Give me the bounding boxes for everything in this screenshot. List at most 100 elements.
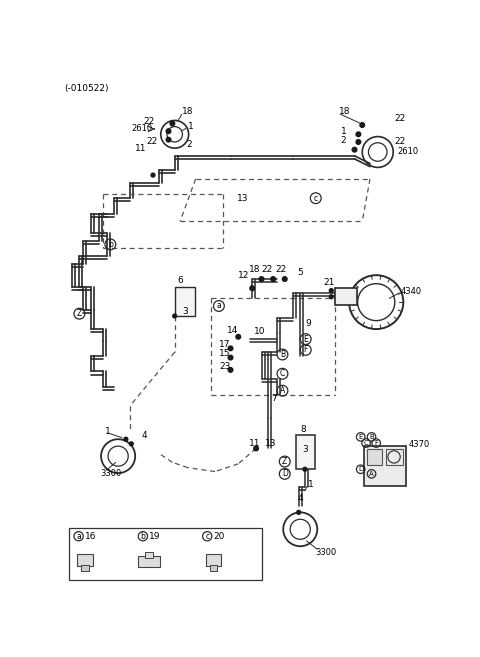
- Text: c: c: [205, 532, 209, 541]
- Bar: [367, 449, 383, 464]
- Circle shape: [329, 295, 333, 299]
- Text: 2610: 2610: [397, 147, 418, 156]
- Circle shape: [352, 147, 357, 152]
- Text: 1: 1: [340, 127, 346, 136]
- Text: 14: 14: [227, 326, 238, 335]
- Text: 3: 3: [182, 307, 188, 316]
- Circle shape: [297, 510, 300, 514]
- Text: a: a: [76, 532, 81, 541]
- Text: 5: 5: [297, 268, 303, 277]
- Text: 1: 1: [188, 122, 193, 131]
- Circle shape: [356, 140, 360, 145]
- Circle shape: [303, 467, 307, 471]
- Text: 1: 1: [105, 427, 111, 436]
- Text: 20: 20: [214, 532, 225, 541]
- Text: 2610: 2610: [132, 124, 153, 133]
- Bar: [206, 554, 221, 566]
- Text: 6: 6: [178, 276, 183, 285]
- Text: A: A: [369, 471, 374, 477]
- Circle shape: [170, 121, 175, 125]
- Circle shape: [329, 288, 333, 292]
- Text: Z: Z: [282, 457, 288, 466]
- Circle shape: [271, 277, 276, 281]
- Text: 18: 18: [339, 106, 350, 116]
- Text: 19: 19: [149, 532, 161, 541]
- Circle shape: [151, 173, 155, 177]
- Circle shape: [254, 446, 258, 451]
- Circle shape: [228, 355, 233, 360]
- Text: 12: 12: [238, 271, 250, 280]
- Text: 4370: 4370: [409, 440, 430, 449]
- Text: 18: 18: [249, 265, 261, 275]
- Text: (-010522): (-010522): [64, 84, 108, 93]
- Text: 13: 13: [237, 194, 248, 203]
- Text: a: a: [216, 302, 221, 311]
- Bar: [210, 565, 217, 571]
- Text: 2: 2: [340, 136, 346, 145]
- Text: F: F: [374, 440, 378, 446]
- Circle shape: [130, 442, 133, 445]
- Text: 17: 17: [219, 340, 230, 349]
- Bar: [138, 556, 160, 567]
- Bar: [385, 449, 403, 464]
- Text: 22: 22: [395, 114, 406, 124]
- Circle shape: [166, 129, 171, 133]
- Circle shape: [250, 286, 254, 290]
- Text: 22: 22: [143, 117, 154, 125]
- Text: 11: 11: [135, 144, 147, 152]
- Text: 10: 10: [254, 327, 265, 336]
- Text: 11: 11: [249, 439, 261, 447]
- Text: 22: 22: [262, 265, 273, 275]
- Circle shape: [173, 314, 177, 318]
- Circle shape: [228, 367, 233, 373]
- Circle shape: [360, 123, 365, 127]
- Text: B: B: [369, 434, 374, 440]
- Text: C: C: [280, 369, 285, 378]
- Circle shape: [282, 277, 287, 281]
- Circle shape: [124, 438, 128, 441]
- Text: 4340: 4340: [401, 287, 422, 296]
- Text: 23: 23: [219, 361, 230, 371]
- Text: B: B: [280, 350, 285, 359]
- Text: 22: 22: [276, 265, 287, 275]
- Text: E: E: [359, 434, 363, 440]
- Text: 16: 16: [85, 532, 96, 541]
- Circle shape: [228, 346, 233, 351]
- Text: 9: 9: [306, 319, 312, 328]
- Text: 3: 3: [302, 445, 308, 455]
- Circle shape: [356, 132, 360, 137]
- Text: 8: 8: [300, 424, 306, 434]
- Circle shape: [236, 334, 240, 339]
- Text: 7: 7: [272, 394, 277, 403]
- Text: 3300: 3300: [316, 548, 337, 557]
- Text: E: E: [303, 334, 308, 344]
- Bar: [77, 554, 93, 566]
- Bar: [81, 565, 89, 571]
- Text: D: D: [282, 469, 288, 478]
- Text: D: D: [358, 466, 363, 472]
- Text: 13: 13: [265, 439, 277, 447]
- Bar: [175, 286, 195, 316]
- Text: c: c: [314, 194, 318, 203]
- Text: F: F: [303, 346, 308, 354]
- Circle shape: [259, 277, 264, 281]
- Text: 22: 22: [395, 137, 406, 147]
- Text: 21: 21: [324, 279, 335, 287]
- Text: b: b: [108, 240, 113, 249]
- Text: 15: 15: [219, 350, 230, 358]
- Text: C: C: [364, 440, 369, 446]
- Text: 4: 4: [142, 431, 147, 440]
- Bar: [69, 528, 262, 580]
- Circle shape: [166, 137, 171, 142]
- Text: 2: 2: [186, 140, 192, 148]
- Text: 3300: 3300: [100, 468, 121, 478]
- Bar: [335, 288, 357, 306]
- Text: A: A: [280, 386, 285, 396]
- Text: 18: 18: [181, 106, 193, 116]
- Bar: [296, 434, 315, 469]
- Text: 22: 22: [147, 137, 158, 147]
- Text: Z: Z: [77, 309, 82, 318]
- Text: 4: 4: [298, 494, 303, 503]
- Bar: [145, 553, 153, 558]
- Text: 1: 1: [308, 480, 314, 489]
